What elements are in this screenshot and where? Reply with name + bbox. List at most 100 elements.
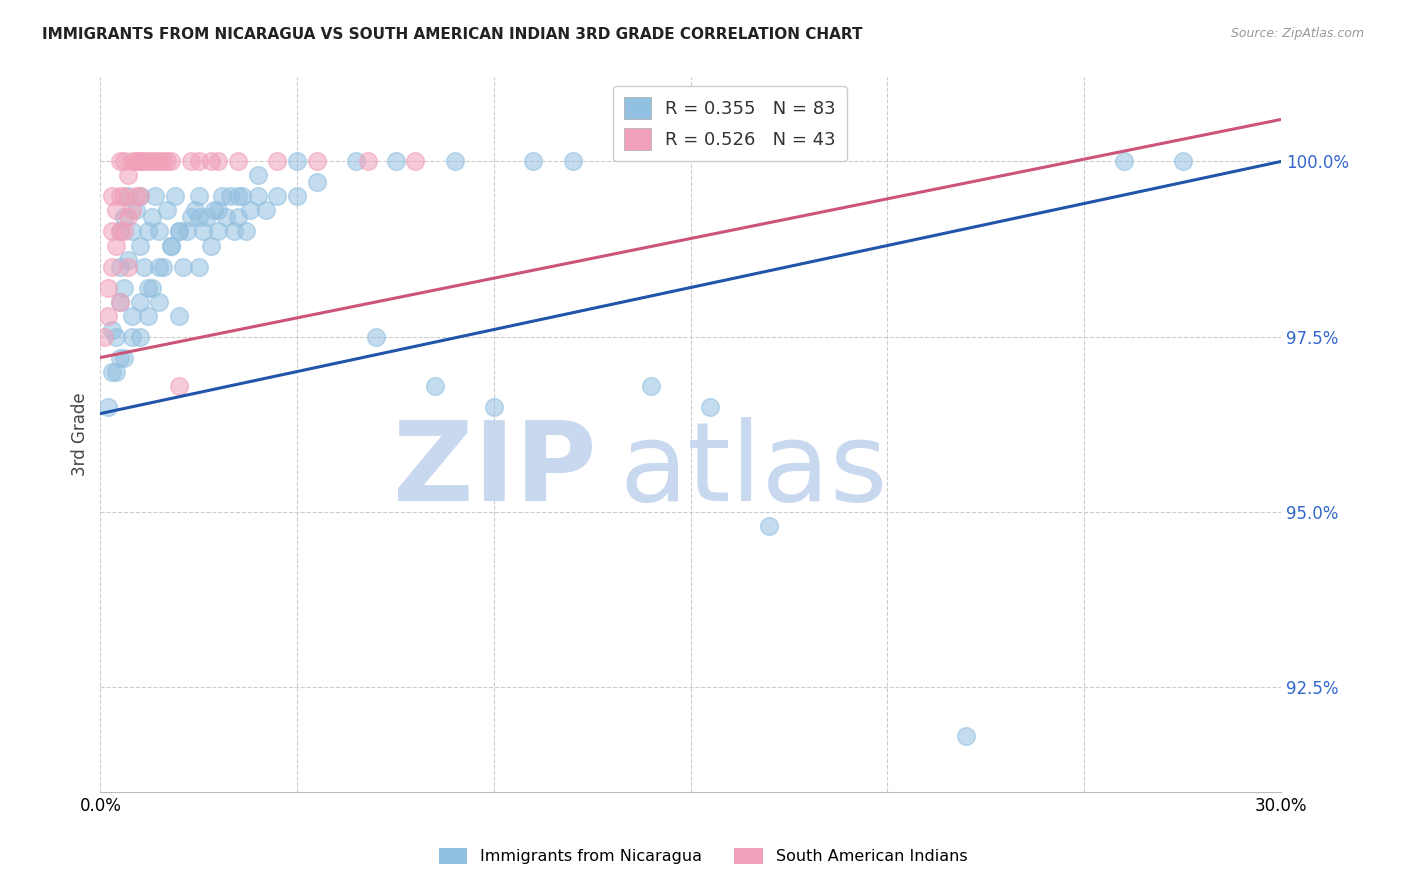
Point (112, 280, 135, 294)
Point (108, 225, 131, 239)
Point (955, 729, 977, 743)
Point (105, 365, 128, 379)
Point (97, 309, 120, 323)
Point (117, 169, 139, 183)
Point (101, 225, 124, 239)
Point (136, 154, 159, 169)
Text: Source: ZipAtlas.com: Source: ZipAtlas.com (1230, 27, 1364, 40)
Point (246, 189, 269, 203)
Point (561, 154, 583, 169)
Point (112, 351, 135, 365)
Point (128, 154, 150, 169)
Point (285, 154, 308, 169)
Point (357, 154, 380, 169)
Point (125, 154, 148, 169)
Point (699, 400, 721, 414)
Point (167, 309, 190, 323)
Point (97, 400, 120, 414)
Point (101, 365, 124, 379)
Point (187, 154, 209, 169)
Y-axis label: 3rd Grade: 3rd Grade (72, 392, 89, 476)
Point (128, 154, 150, 169)
Point (132, 260, 155, 274)
Point (152, 154, 174, 169)
Point (207, 154, 229, 169)
Point (105, 329, 128, 343)
Point (167, 378, 190, 392)
Point (156, 203, 179, 218)
Point (1171, 154, 1194, 169)
Point (226, 189, 249, 203)
Legend: Immigrants from Nicaragua, South American Indians: Immigrants from Nicaragua, South America… (432, 841, 974, 871)
Point (148, 260, 170, 274)
Point (136, 280, 159, 294)
Text: ZIP: ZIP (392, 417, 596, 524)
Point (101, 322, 124, 336)
Point (758, 518, 780, 533)
Point (246, 169, 269, 183)
Text: atlas: atlas (620, 417, 889, 524)
Point (167, 225, 190, 239)
Point (344, 154, 367, 169)
Point (187, 260, 209, 274)
Point (141, 211, 163, 225)
Legend: R = 0.355   N = 83, R = 0.526   N = 43: R = 0.355 N = 83, R = 0.526 N = 43 (613, 87, 846, 161)
Point (156, 154, 179, 169)
Point (132, 154, 155, 169)
Point (200, 154, 222, 169)
Point (128, 238, 150, 252)
Point (207, 203, 229, 218)
Point (117, 211, 139, 225)
Point (125, 189, 148, 203)
Point (204, 203, 226, 218)
Point (191, 225, 214, 239)
Point (121, 309, 143, 323)
Point (125, 203, 148, 218)
Point (108, 294, 131, 309)
Point (231, 189, 253, 203)
Point (108, 351, 131, 365)
Point (187, 211, 209, 225)
Point (1112, 154, 1135, 169)
Point (165, 189, 187, 203)
Point (180, 211, 202, 225)
Point (152, 260, 174, 274)
Point (148, 294, 170, 309)
Point (117, 260, 139, 274)
Point (180, 154, 202, 169)
Point (108, 260, 131, 274)
Point (176, 225, 198, 239)
Point (128, 189, 150, 203)
Point (160, 154, 183, 169)
Point (305, 154, 328, 169)
Point (167, 225, 190, 239)
Point (141, 280, 163, 294)
Point (172, 260, 194, 274)
Point (105, 203, 128, 218)
Point (254, 203, 277, 218)
Point (224, 225, 246, 239)
Point (128, 189, 150, 203)
Point (112, 154, 135, 169)
Point (235, 225, 257, 239)
Point (121, 329, 143, 343)
Point (160, 238, 183, 252)
Point (207, 225, 229, 239)
Point (148, 154, 170, 169)
Point (482, 400, 505, 414)
Point (640, 378, 662, 392)
Point (128, 294, 150, 309)
Point (266, 189, 288, 203)
Point (384, 154, 406, 169)
Point (108, 154, 131, 169)
Point (522, 154, 544, 169)
Point (219, 189, 242, 203)
Point (305, 176, 328, 190)
Point (101, 189, 124, 203)
Point (97, 280, 120, 294)
Point (145, 189, 167, 203)
Point (200, 238, 222, 252)
Point (423, 378, 446, 392)
Point (101, 260, 124, 274)
Point (187, 189, 209, 203)
